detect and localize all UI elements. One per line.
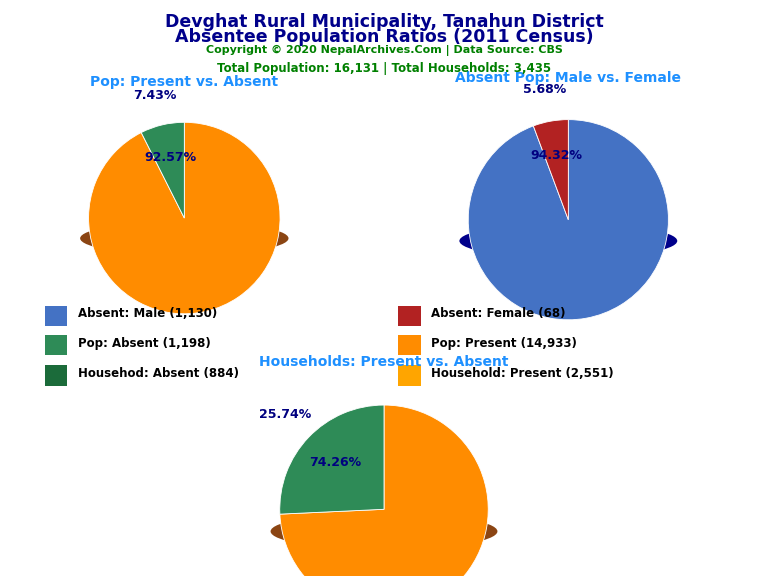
Wedge shape	[141, 122, 184, 218]
Text: 25.74%: 25.74%	[259, 408, 311, 421]
Text: 7.43%: 7.43%	[134, 89, 177, 102]
Wedge shape	[468, 120, 668, 320]
Text: Absentee Population Ratios (2011 Census): Absentee Population Ratios (2011 Census)	[174, 28, 594, 46]
Title: Pop: Present vs. Absent: Pop: Present vs. Absent	[91, 75, 278, 89]
Bar	[398, 335, 421, 355]
Title: Households: Present vs. Absent: Households: Present vs. Absent	[260, 355, 508, 369]
Text: Absent: Female (68): Absent: Female (68)	[432, 308, 566, 320]
Wedge shape	[280, 405, 384, 514]
Wedge shape	[280, 405, 488, 576]
Bar	[398, 305, 421, 326]
Text: Household: Present (2,551): Household: Present (2,551)	[432, 367, 614, 380]
Ellipse shape	[459, 223, 677, 259]
Ellipse shape	[270, 513, 498, 550]
Text: Total Population: 16,131 | Total Households: 3,435: Total Population: 16,131 | Total Househo…	[217, 62, 551, 75]
Title: Absent Pop: Male vs. Female: Absent Pop: Male vs. Female	[455, 71, 681, 85]
Text: Househod: Absent (884): Househod: Absent (884)	[78, 367, 239, 380]
Bar	[45, 305, 68, 326]
Text: Copyright © 2020 NepalArchives.Com | Data Source: CBS: Copyright © 2020 NepalArchives.Com | Dat…	[206, 45, 562, 56]
Text: Pop: Present (14,933): Pop: Present (14,933)	[432, 337, 578, 350]
Text: 92.57%: 92.57%	[144, 151, 196, 164]
Text: 5.68%: 5.68%	[523, 84, 567, 96]
Text: Devghat Rural Municipality, Tanahun District: Devghat Rural Municipality, Tanahun Dist…	[164, 13, 604, 31]
Wedge shape	[88, 122, 280, 314]
Bar	[398, 365, 421, 386]
Text: Absent: Male (1,130): Absent: Male (1,130)	[78, 308, 217, 320]
Wedge shape	[533, 120, 568, 219]
Text: Pop: Absent (1,198): Pop: Absent (1,198)	[78, 337, 210, 350]
Bar	[45, 365, 68, 386]
Ellipse shape	[80, 221, 289, 255]
Text: 94.32%: 94.32%	[531, 150, 583, 162]
Bar	[45, 335, 68, 355]
Text: 74.26%: 74.26%	[310, 456, 361, 469]
